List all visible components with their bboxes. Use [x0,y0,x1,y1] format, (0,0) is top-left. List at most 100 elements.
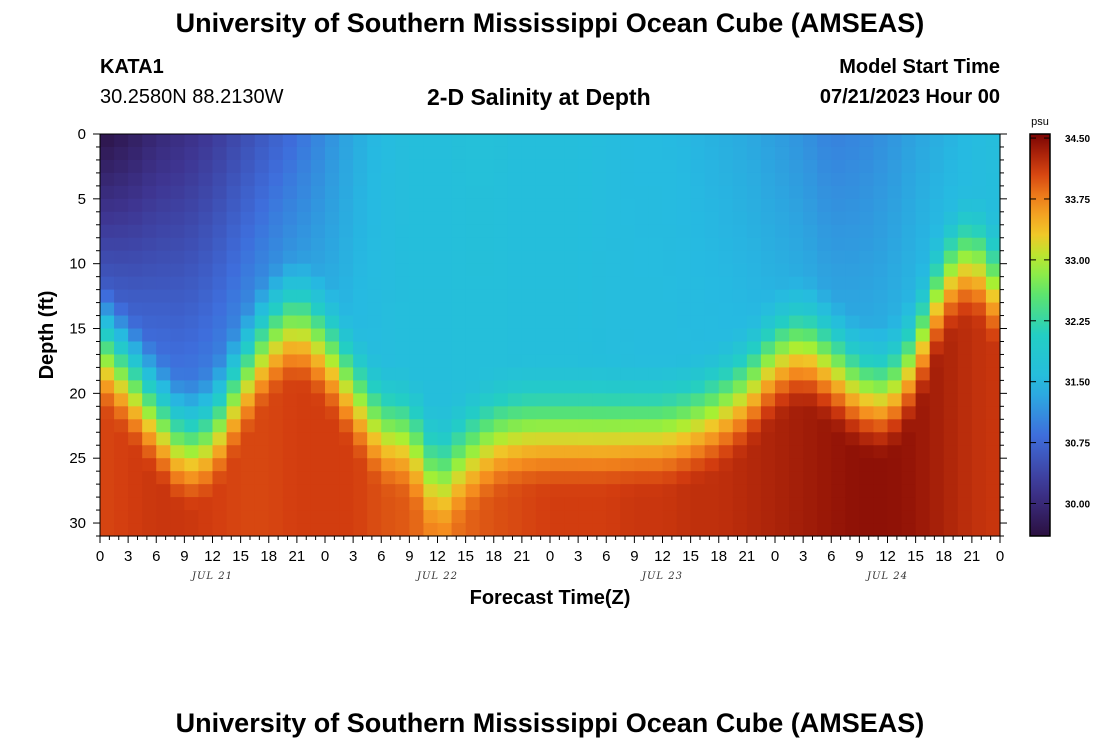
heatmap-cell [409,146,425,161]
heatmap-cell [648,471,664,485]
heatmap-cell [929,159,945,174]
heatmap-cell [760,458,776,472]
heatmap-cell [254,302,270,317]
heatmap-cell [296,406,312,420]
heatmap-cell [240,484,256,498]
heatmap-cell [184,172,200,187]
heatmap-cell [535,134,551,148]
heatmap-cell [634,354,650,369]
heatmap-cell [789,471,804,485]
heatmap-cell [184,276,200,291]
heatmap-cell [226,406,242,420]
heatmap-cell [226,471,242,485]
heatmap-cell [310,224,326,239]
heatmap-cell [817,315,832,330]
heatmap-cell [353,159,368,174]
heatmap-cell [746,302,762,317]
heatmap-cell [760,211,776,226]
heatmap-cell [367,393,382,407]
heatmap-cell [760,302,776,317]
heatmap-cell [662,393,678,407]
heatmap-cell [718,289,734,304]
heatmap-cell [943,341,959,356]
heatmap-cell [437,419,453,433]
heatmap-cell [423,263,439,278]
heatmap-cell [803,354,818,369]
heatmap-cell [887,289,903,304]
heatmap-cell [592,328,607,343]
heatmap-cell [831,523,846,537]
heatmap-cell [887,146,903,161]
heatmap-cell [634,315,650,330]
heatmap-cell [507,354,523,369]
heatmap-cell [296,510,312,524]
heatmap-cell [606,471,621,485]
heatmap-cell [339,484,354,498]
heatmap-cell [184,393,200,407]
heatmap-cell [915,315,931,330]
heatmap-cell [184,237,200,252]
heatmap-cell [184,406,200,420]
heatmap-cell [310,289,326,304]
heatmap-cell [901,198,917,213]
heatmap-cell [592,367,607,381]
heatmap-cell [732,510,748,524]
heatmap-cell [915,146,931,161]
heatmap-cell [831,406,846,420]
heatmap-cell [535,354,551,369]
heatmap-cell [184,523,200,537]
heatmap-cell [578,367,593,381]
heatmap-cell [198,471,214,485]
heatmap-cell [887,198,903,213]
heatmap-cell [662,328,678,343]
heatmap-cell [873,159,889,174]
heatmap-cell [128,315,143,330]
heatmap-cell [114,224,129,239]
heatmap-cell [535,224,551,239]
heatmap-cell [564,497,579,511]
heatmap-cell [803,523,818,537]
heatmap-cell [535,471,551,485]
heatmap-cell [212,445,228,459]
heatmap-cell [718,224,734,239]
heatmap-cell [690,263,706,278]
heatmap-cell [564,458,579,472]
heatmap-cell [325,211,340,226]
heatmap-cell [437,211,453,226]
heatmap-cell [437,523,453,537]
heatmap-cell [845,471,860,485]
heatmap-cell [100,484,115,498]
heatmap-cell [521,367,537,381]
x-tick-label: 3 [574,548,582,565]
heatmap-cell [353,172,368,187]
heatmap-cell [704,250,720,265]
y-tick-label: 25 [69,450,86,467]
heatmap-cell [648,328,664,343]
heatmap-cell [732,432,748,446]
heatmap-cell [170,510,185,524]
heatmap-cell [240,471,256,485]
x-tick-label: 18 [710,548,727,565]
heatmap-cell [634,302,650,317]
heatmap-cell [381,393,396,407]
heatmap-cell [620,276,635,291]
heatmap-cell [859,367,875,381]
heatmap-cell [971,354,987,369]
heatmap-cell [240,198,256,213]
heatmap-cell [873,172,889,187]
heatmap-cell [648,510,664,524]
heatmap-cell [409,510,425,524]
heatmap-cell [775,510,790,524]
heatmap-cell [240,341,256,356]
heatmap-cell [493,367,509,381]
heatmap-cell [142,406,157,420]
heatmap-cell [789,380,804,394]
heatmap-cell [957,159,973,174]
heatmap-cell [634,471,650,485]
heatmap-cell [971,146,987,161]
heatmap-cell [381,263,396,278]
heatmap-cell [732,211,748,226]
heatmap-cell [395,302,410,317]
heatmap-cell [521,497,537,511]
heatmap-cell [535,432,551,446]
